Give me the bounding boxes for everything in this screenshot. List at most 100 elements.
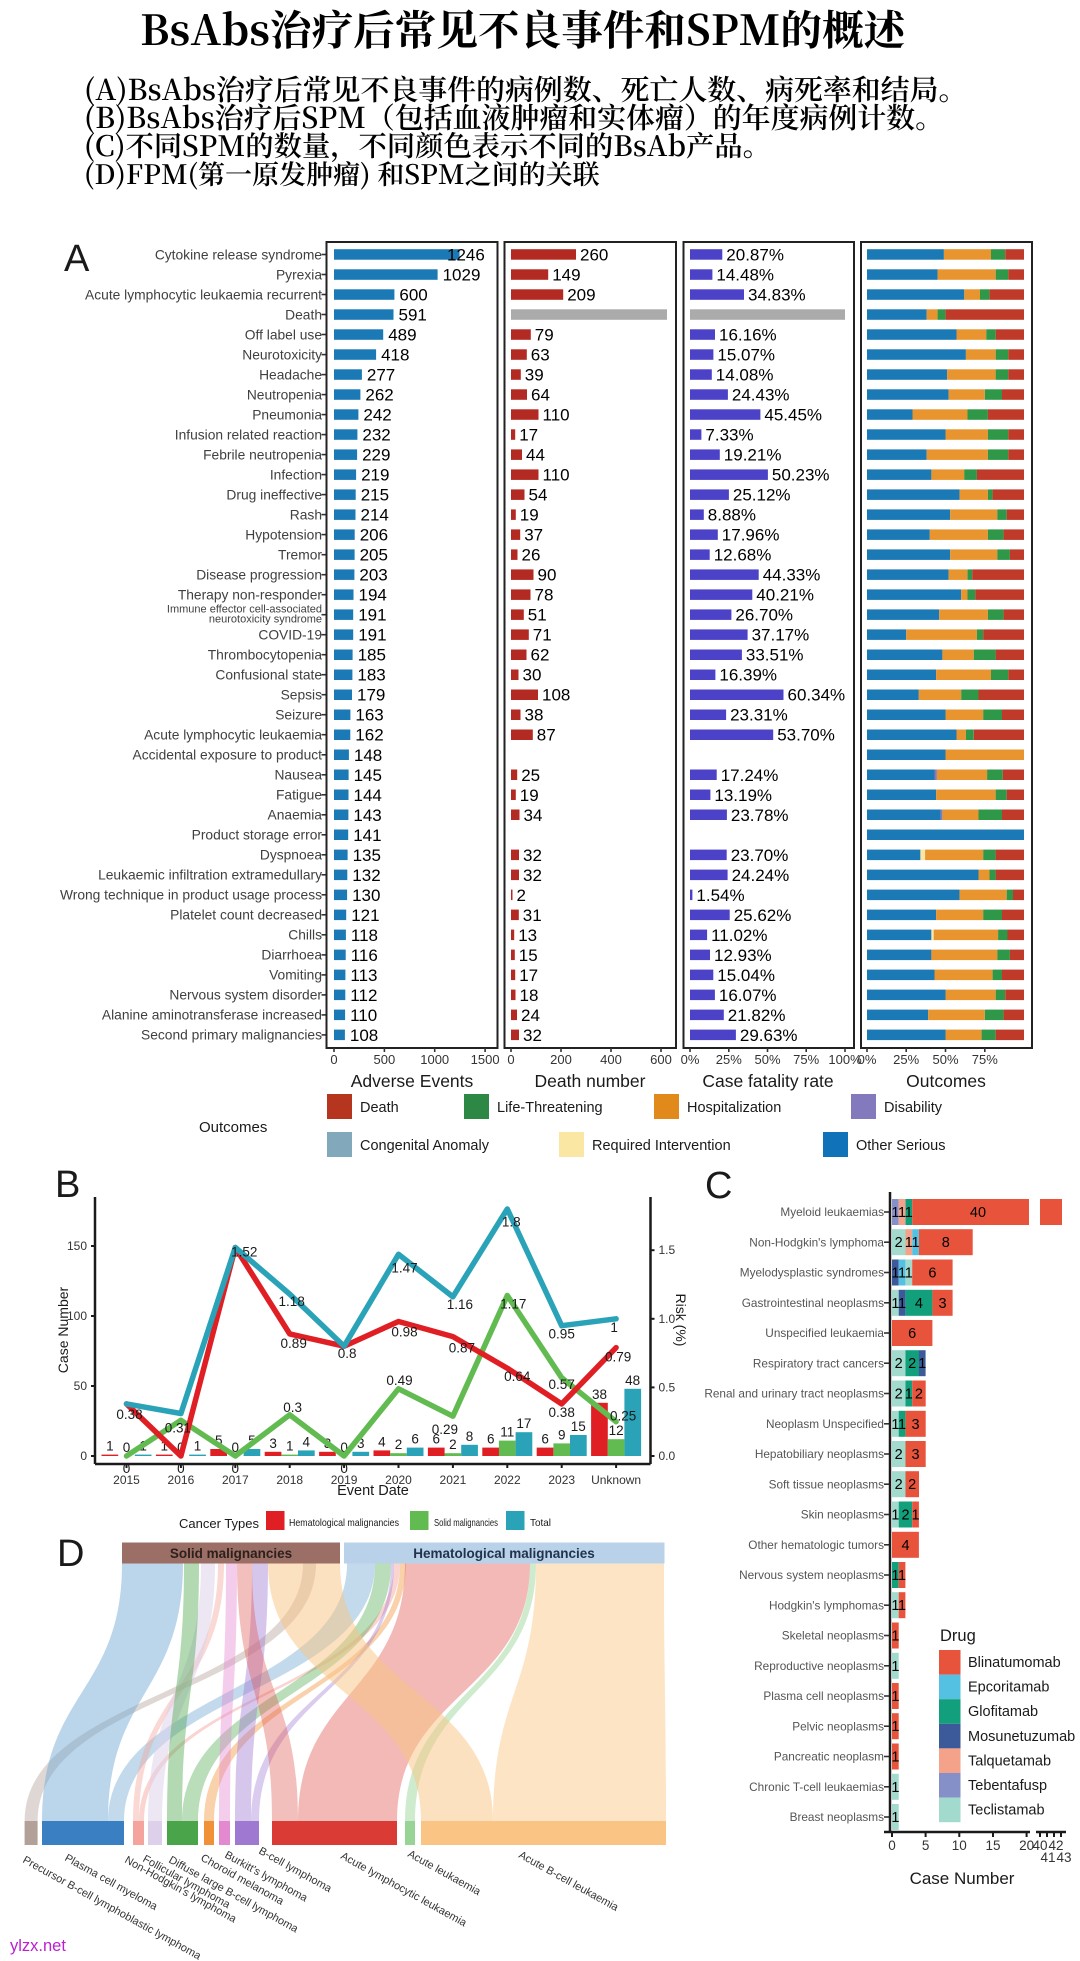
svg-text:191: 191 [358, 626, 386, 645]
svg-text:Leukaemic infiltration extrame: Leukaemic infiltration extramedullary [98, 868, 322, 883]
svg-text:183: 183 [357, 666, 385, 685]
svg-text:Unknown: Unknown [591, 1473, 641, 1487]
svg-text:1: 1 [891, 1810, 899, 1826]
svg-text:2: 2 [908, 1356, 916, 1372]
svg-text:16.39%: 16.39% [719, 666, 777, 685]
svg-text:600: 600 [399, 286, 427, 305]
svg-text:25: 25 [521, 766, 540, 785]
svg-text:29.63%: 29.63% [740, 1026, 798, 1045]
svg-text:Tremor: Tremor [278, 548, 322, 563]
svg-text:11: 11 [500, 1425, 514, 1440]
svg-text:145: 145 [354, 766, 382, 785]
svg-text:Second primary malignancies: Second primary malignancies [141, 1028, 322, 1043]
svg-text:32: 32 [523, 866, 542, 885]
svg-text:C: C [705, 1165, 732, 1207]
svg-text:23.31%: 23.31% [730, 706, 788, 725]
svg-text:0%: 0% [681, 1052, 700, 1067]
svg-text:Accidental exposure to product: Accidental exposure to product [133, 748, 323, 763]
svg-text:Case Number: Case Number [55, 1286, 71, 1373]
svg-text:Breast neoplasms: Breast neoplasms [790, 1810, 885, 1824]
svg-text:6: 6 [433, 1432, 441, 1447]
svg-text:2: 2 [915, 1387, 923, 1403]
svg-text:Drug ineffective: Drug ineffective [226, 487, 322, 502]
svg-text:50: 50 [74, 1379, 88, 1393]
svg-text:B: B [55, 1164, 80, 1206]
svg-text:Fatigue: Fatigue [276, 788, 322, 803]
svg-text:40: 40 [1032, 1838, 1047, 1853]
svg-text:Acute lymphocytic leukaemia: Acute lymphocytic leukaemia [144, 728, 322, 743]
svg-text:0.5: 0.5 [659, 1380, 676, 1394]
svg-text:44.33%: 44.33% [763, 566, 821, 585]
svg-text:41: 41 [1040, 1850, 1055, 1865]
svg-text:87: 87 [537, 726, 556, 745]
svg-text:3: 3 [938, 1296, 946, 1312]
svg-text:37.17%: 37.17% [752, 626, 810, 645]
svg-text:23.78%: 23.78% [731, 806, 789, 825]
svg-text:1: 1 [891, 1568, 899, 1584]
svg-text:3: 3 [912, 1447, 920, 1463]
svg-text:Event Date: Event Date [337, 1483, 409, 1499]
svg-text:0.38: 0.38 [116, 1407, 142, 1422]
svg-text:2: 2 [895, 1235, 903, 1251]
svg-text:Non-Hodgkin's lymphoma: Non-Hodgkin's lymphoma [749, 1236, 884, 1250]
svg-text:Chills: Chills [288, 928, 322, 943]
svg-text:25.62%: 25.62% [734, 906, 792, 925]
svg-text:1: 1 [898, 1417, 906, 1433]
svg-text:1.8: 1.8 [502, 1215, 521, 1230]
svg-text:1: 1 [898, 1568, 906, 1584]
svg-text:Acute lymphocytic leukaemia re: Acute lymphocytic leukaemia recurrent [85, 287, 322, 302]
svg-text:1: 1 [891, 1266, 899, 1282]
svg-text:Febrile neutropenia: Febrile neutropenia [203, 447, 322, 462]
svg-text:ylzx.net: ylzx.net [10, 1937, 66, 1955]
svg-text:Neoplasm Unspecified: Neoplasm Unspecified [766, 1417, 884, 1431]
svg-text:Life-Threatening: Life-Threatening [497, 1100, 603, 1116]
svg-text:62: 62 [531, 646, 550, 665]
svg-text:12.93%: 12.93% [714, 946, 772, 965]
svg-text:Anaemia: Anaemia [268, 808, 323, 823]
svg-text:15: 15 [519, 946, 538, 965]
svg-text:19: 19 [520, 786, 539, 805]
svg-text:34: 34 [524, 806, 543, 825]
svg-text:Death: Death [285, 307, 322, 322]
svg-text:18: 18 [520, 986, 539, 1005]
svg-text:1: 1 [912, 1508, 920, 1524]
svg-text:6: 6 [541, 1432, 549, 1447]
svg-text:Pelvic neoplasms: Pelvic neoplasms [792, 1720, 884, 1734]
svg-text:Case Number: Case Number [910, 1869, 1015, 1888]
svg-text:0: 0 [177, 1461, 185, 1476]
svg-text:Immune effector cell-associate: Immune effector cell-associated [167, 604, 322, 616]
svg-text:2022: 2022 [494, 1473, 521, 1487]
svg-text:0.31: 0.31 [165, 1421, 191, 1436]
svg-text:Outcomes: Outcomes [199, 1119, 267, 1136]
svg-text:0.25: 0.25 [610, 1409, 636, 1424]
svg-text:3: 3 [269, 1436, 277, 1451]
svg-text:1: 1 [891, 1598, 899, 1614]
svg-text:6: 6 [487, 1432, 495, 1447]
svg-text:6: 6 [928, 1266, 936, 1282]
svg-text:1.5: 1.5 [659, 1243, 676, 1257]
svg-text:Adverse Events: Adverse Events [351, 1071, 474, 1091]
svg-text:209: 209 [567, 286, 595, 305]
svg-text:0.3: 0.3 [283, 1400, 302, 1415]
svg-text:COVID-19: COVID-19 [258, 628, 322, 643]
svg-text:Skin neoplasms: Skin neoplasms [801, 1508, 884, 1522]
svg-text:150: 150 [67, 1239, 87, 1253]
svg-text:0.38: 0.38 [549, 1405, 575, 1420]
svg-text:1: 1 [891, 1296, 899, 1312]
svg-text:50%: 50% [754, 1052, 780, 1067]
svg-text:38: 38 [592, 1387, 607, 1402]
svg-text:1: 1 [161, 1439, 169, 1454]
svg-text:0.79: 0.79 [605, 1350, 631, 1365]
svg-text:7.33%: 7.33% [705, 426, 753, 445]
svg-text:1: 1 [891, 1780, 899, 1796]
svg-text:6: 6 [908, 1326, 916, 1342]
svg-text:232: 232 [362, 426, 390, 445]
svg-text:15: 15 [571, 1419, 586, 1434]
svg-text:Neutropenia: Neutropenia [247, 387, 322, 402]
svg-text:15: 15 [985, 1838, 1000, 1853]
svg-text:Tebentafusp: Tebentafusp [968, 1778, 1047, 1794]
svg-text:214: 214 [361, 506, 389, 525]
svg-text:64: 64 [531, 386, 550, 405]
svg-text:38: 38 [525, 706, 544, 725]
svg-text:Nervous system neoplasms: Nervous system neoplasms [739, 1568, 884, 1582]
